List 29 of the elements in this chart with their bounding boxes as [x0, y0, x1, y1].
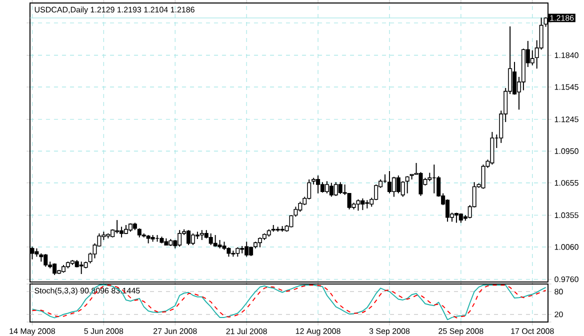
- y-tick-label: 80: [554, 288, 563, 294]
- y-tick-label: 1.0655: [554, 180, 578, 186]
- x-tick-label: 12 Aug 2008: [296, 328, 340, 336]
- candlestick: [320, 182, 325, 194]
- candlestick: [356, 198, 360, 212]
- candlestick: [418, 172, 423, 196]
- x-tick-label: 3 Sep 2008: [369, 328, 410, 336]
- candlestick: [190, 232, 196, 246]
- y-tick-label: 1.1545: [554, 84, 578, 90]
- candlestick: [530, 50, 534, 66]
- y-tick-label: 1.0355: [554, 212, 578, 218]
- y-tick-label: 1.1245: [554, 116, 578, 122]
- y-tick-label: 0.9760: [554, 276, 578, 282]
- x-tick-label: 5 Jun 2008: [84, 328, 124, 334]
- x-tick-label: 25 Sep 2008: [438, 328, 484, 336]
- candlestick: [294, 206, 298, 218]
- x-tick-label: 21 Jul 2008: [226, 328, 267, 334]
- y-tick-label: 1.1840: [554, 52, 578, 58]
- candlestick: [405, 176, 410, 194]
- candlestick: [400, 180, 405, 198]
- x-tick-label: 27 Jun 2008: [154, 328, 197, 334]
- x-tick-label: 14 May 2008: [10, 328, 55, 336]
- candlestick: [289, 214, 294, 228]
- chart-title: USDCAD,Daily 1.2129 1.2193 1.2104 1.2186: [34, 6, 194, 14]
- ref-line-label: 1.2186: [550, 15, 574, 21]
- y-tick-label: 1.0950: [554, 148, 578, 154]
- x-tick-label: 17 Oct 2008: [511, 328, 554, 334]
- y-tick-label: 1.0060: [554, 244, 578, 250]
- y-tick-label: 20: [554, 312, 563, 318]
